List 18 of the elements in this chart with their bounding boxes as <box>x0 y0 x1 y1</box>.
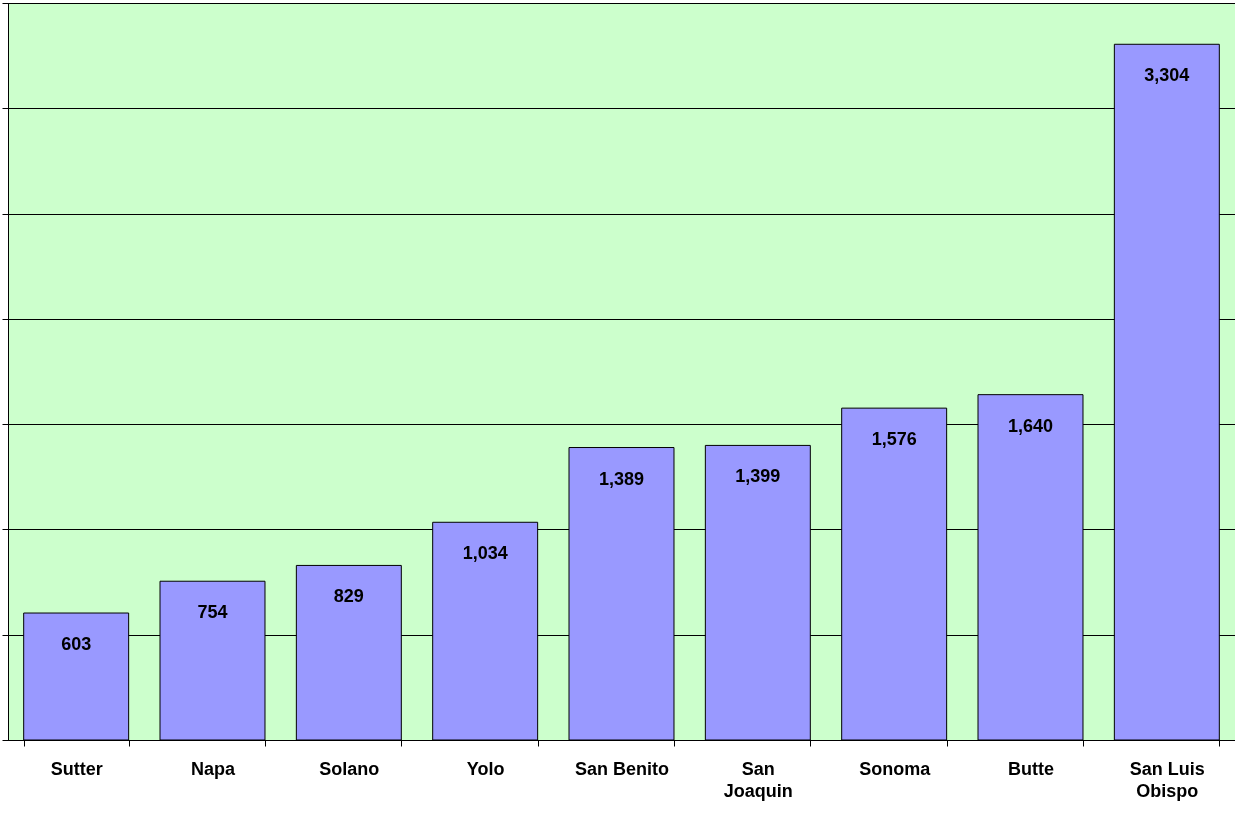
data-label: 1,399 <box>735 466 781 487</box>
x-tick-label: Solano <box>319 758 380 779</box>
data-label: 1,640 <box>1007 415 1054 436</box>
data-label: 829 <box>333 586 364 607</box>
data-label: 754 <box>197 602 228 623</box>
data-label: 1,034 <box>462 543 508 564</box>
x-tick-label: Yolo <box>466 758 505 779</box>
data-label: 1,576 <box>871 429 917 450</box>
data-label: 603 <box>61 634 92 655</box>
x-tick-label: Butte <box>1008 758 1054 779</box>
x-tick-label: Sutter <box>50 758 103 779</box>
x-tick-label: San Luis Obispo <box>1129 758 1205 801</box>
x-tick-label: San Joaquin <box>723 758 793 801</box>
data-label: 1,389 <box>598 468 645 489</box>
x-tick-label: San Benito <box>574 758 670 779</box>
x-tick-label: Napa <box>190 758 236 779</box>
x-tick-label: Sonoma <box>859 758 932 779</box>
data-label: 3,304 <box>1144 65 1190 86</box>
